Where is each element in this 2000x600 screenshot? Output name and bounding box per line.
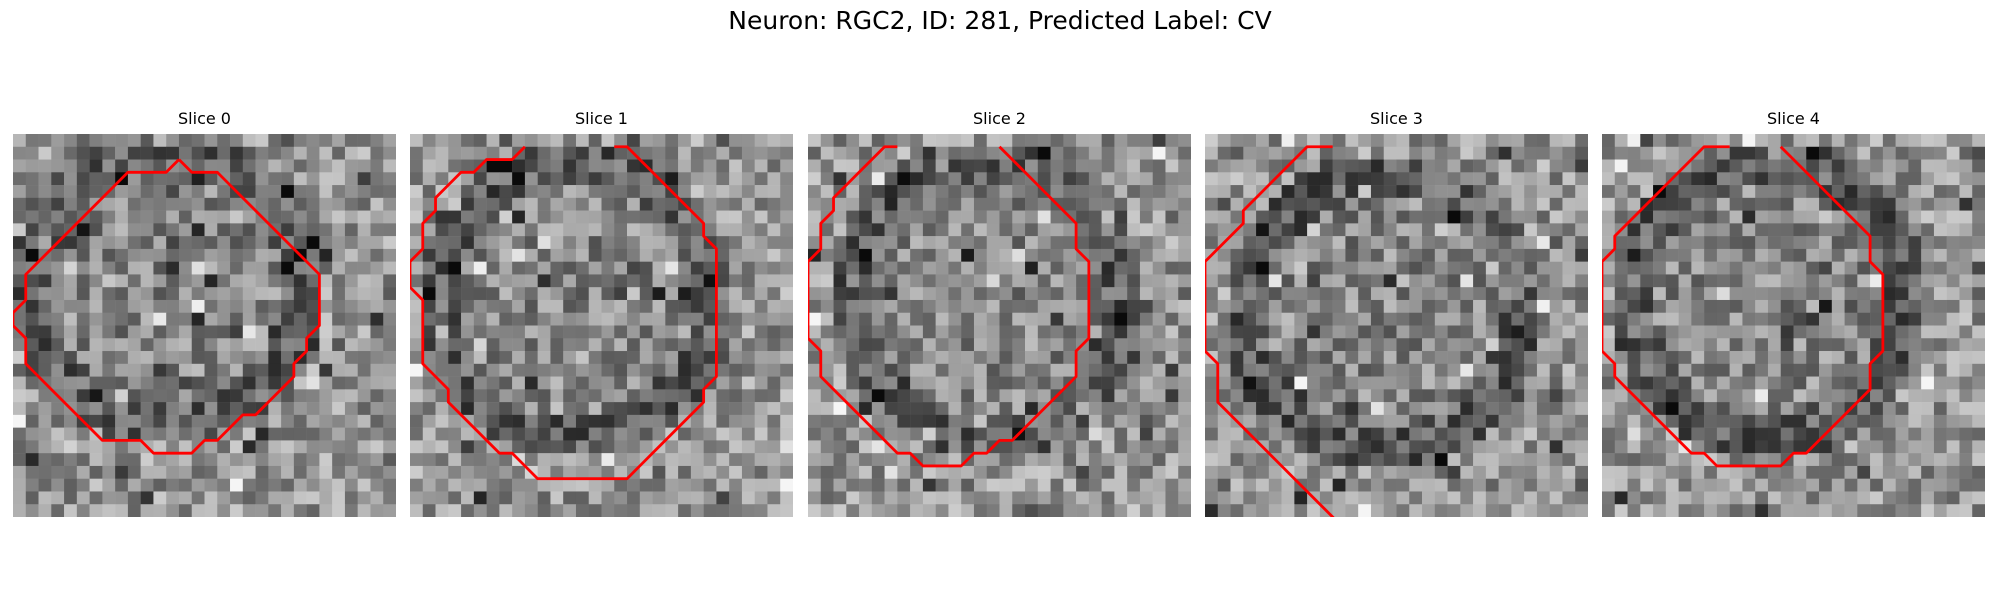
figure-title: Neuron: RGC2, ID: 281, Predicted Label: … [728,6,1272,35]
slice-title: Slice 1 [575,109,628,128]
slice-title: Slice 0 [178,109,231,128]
slice-panel-2: Slice 2 [808,108,1191,517]
slice-panel-0: Slice 0 [13,108,396,517]
slice-image [808,134,1191,517]
cell-contour [808,145,1091,468]
slice-panel-4: Slice 4 [1602,108,1985,517]
slice-image [1602,134,1985,517]
cell-contour [1205,145,1335,517]
slice-title: Slice 4 [1767,109,1820,128]
cell-contour [1602,145,1885,468]
slice-image [410,134,793,517]
slice-panel-1: Slice 1 [410,108,793,517]
cell-contour [13,158,321,455]
slice-title: Slice 3 [1370,109,1423,128]
slice-image [13,134,396,517]
cell-contour [410,145,718,481]
slice-panel-3: Slice 3 [1205,108,1588,517]
slice-title: Slice 2 [973,109,1026,128]
slice-image [1205,134,1588,517]
